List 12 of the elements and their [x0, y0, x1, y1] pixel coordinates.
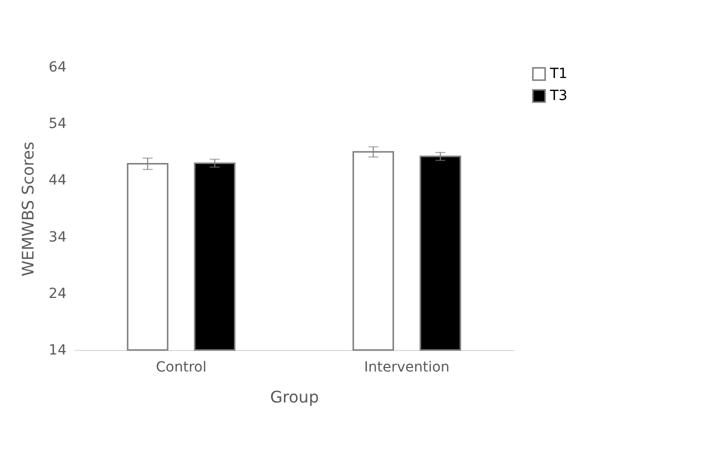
- y-tick-label: 34: [48, 229, 67, 246]
- x-tick-label: Control: [156, 360, 206, 376]
- x-axis-title: Group: [270, 388, 319, 406]
- y-axis-title: WEMWBS Scores: [18, 142, 38, 276]
- y-tick-label: 24: [48, 286, 67, 302]
- y-tick-label: 44: [48, 172, 67, 189]
- y-tick-label: 54: [48, 116, 67, 132]
- legend-label: T1: [549, 66, 568, 82]
- y-tick-label: 64: [48, 60, 67, 76]
- y-tick-label: 14: [48, 342, 67, 358]
- legend-label: T3: [549, 88, 568, 104]
- x-tick-label: Intervention: [364, 360, 450, 376]
